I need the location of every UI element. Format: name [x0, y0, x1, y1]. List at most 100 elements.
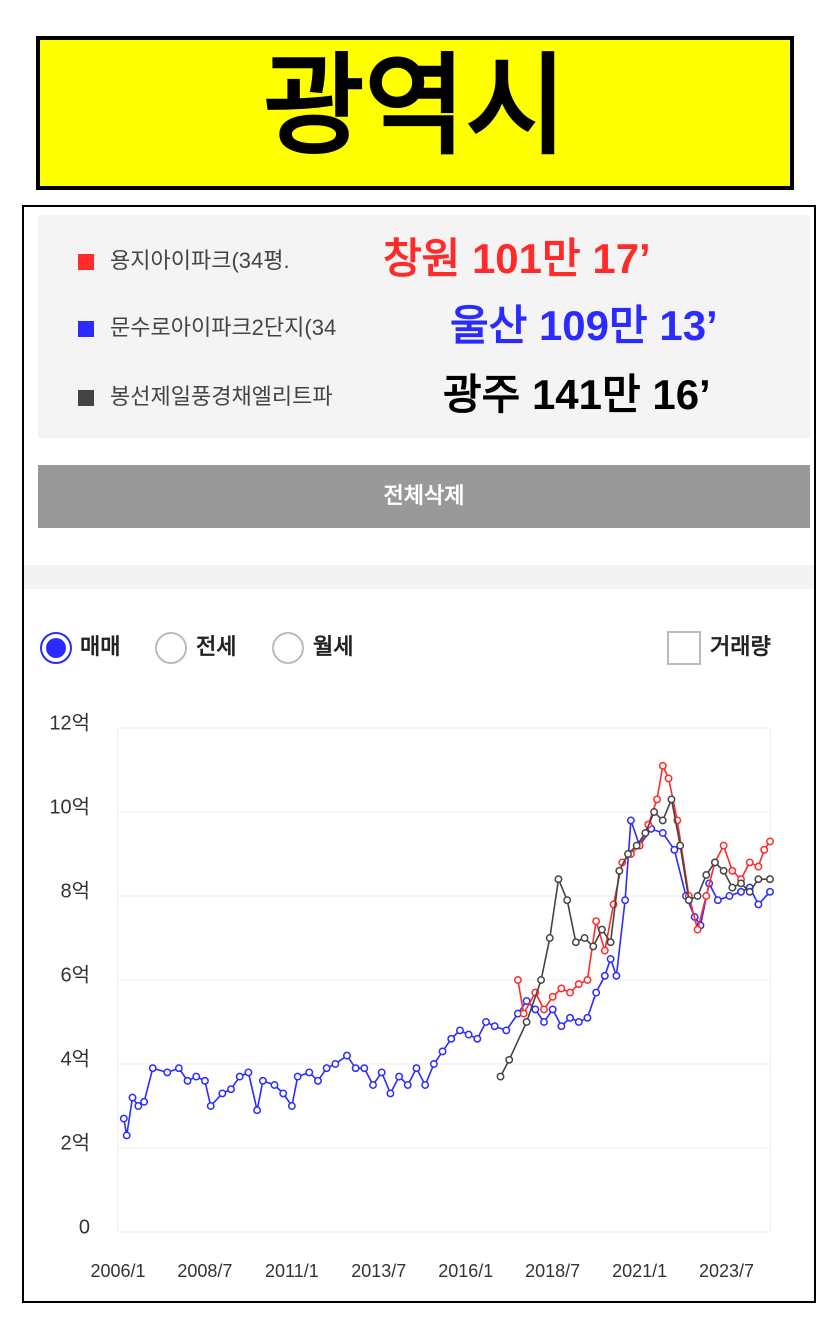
data-point — [429, 1060, 438, 1068]
data-point — [540, 1005, 548, 1014]
data-point — [563, 896, 572, 905]
data-point — [227, 1085, 235, 1094]
data-point — [270, 1081, 279, 1089]
data-point — [754, 900, 763, 909]
data-point — [745, 887, 754, 896]
x-tick-label: 2013/7 — [351, 1261, 406, 1281]
data-point — [128, 1093, 137, 1102]
data-point — [624, 850, 632, 858]
data-point — [192, 1072, 201, 1081]
data-point — [658, 816, 667, 825]
x-tick-label: 2021/1 — [612, 1261, 667, 1281]
data-point — [531, 1005, 540, 1014]
data-point — [258, 1076, 267, 1085]
data-point — [574, 1018, 583, 1026]
data-point — [632, 841, 641, 850]
data-point — [693, 925, 702, 934]
y-tick-label: 6억 — [60, 963, 90, 986]
checkbox-label[interactable]: 거래량 — [710, 634, 771, 659]
data-point — [554, 875, 563, 884]
data-point — [119, 1114, 128, 1123]
data-point — [557, 1022, 566, 1031]
data-point — [664, 774, 673, 783]
data-point — [369, 1081, 377, 1089]
data-point — [455, 1026, 464, 1035]
data-point — [621, 896, 630, 905]
data-point — [360, 1064, 369, 1073]
data-point — [702, 892, 711, 900]
delete-all-button[interactable] — [38, 465, 810, 528]
data-point — [713, 896, 722, 905]
data-point — [725, 892, 734, 900]
data-point — [244, 1068, 253, 1077]
data-point — [537, 976, 546, 984]
data-point — [667, 795, 676, 804]
button-label[interactable]: 전체삭제 — [384, 483, 465, 508]
data-point — [287, 1102, 296, 1110]
data-point — [412, 1064, 421, 1073]
data-point — [183, 1076, 192, 1085]
data-point — [580, 934, 589, 942]
data-point — [583, 976, 592, 984]
data-point — [519, 1009, 528, 1018]
data-point — [566, 1013, 575, 1022]
x-tick-label: 2011/1 — [265, 1261, 319, 1281]
separator — [24, 565, 814, 589]
data-point — [235, 1072, 244, 1081]
data-point — [589, 942, 598, 951]
legend-marker — [78, 321, 94, 337]
data-point — [766, 837, 774, 846]
radio[interactable] — [272, 632, 304, 664]
data-point — [615, 866, 624, 875]
data-point — [754, 875, 763, 884]
data-point — [502, 1026, 511, 1035]
data-point — [600, 971, 609, 980]
data-point — [766, 887, 774, 896]
radio[interactable] — [155, 632, 187, 664]
data-point — [545, 934, 554, 942]
data-point — [606, 955, 615, 963]
data-point — [377, 1068, 386, 1077]
data-point — [592, 917, 601, 926]
data-point — [403, 1081, 412, 1089]
legend-label: 봉선제일풍경채엘리트파 — [110, 384, 333, 409]
y-tick-label: 8억 — [60, 879, 90, 902]
data-point — [522, 1018, 531, 1026]
x-tick-label: 2023/7 — [699, 1261, 754, 1281]
data-point — [174, 1064, 183, 1073]
data-point — [421, 1081, 430, 1089]
radio-label[interactable]: 전세 — [196, 634, 236, 659]
data-point — [496, 1072, 505, 1081]
data-point — [606, 938, 615, 947]
data-point — [583, 1013, 592, 1022]
data-point — [490, 1022, 499, 1031]
data-point — [148, 1064, 157, 1073]
data-point — [505, 1055, 514, 1064]
checkbox[interactable] — [667, 631, 701, 665]
y-tick-label: 0 — [79, 1216, 90, 1238]
data-point — [447, 1034, 456, 1043]
x-tick-label: 2018/7 — [525, 1261, 580, 1281]
data-point — [641, 829, 650, 837]
data-point — [728, 883, 737, 892]
data-point — [626, 816, 635, 825]
data-point — [200, 1076, 209, 1085]
data-point — [684, 896, 693, 905]
data-point — [574, 980, 583, 989]
radio-label[interactable]: 월세 — [313, 634, 353, 659]
data-point — [513, 976, 522, 984]
data-point — [766, 875, 774, 884]
data-point — [592, 988, 601, 997]
annotation: 광주 141만 16’ — [443, 371, 711, 418]
radio-dot — [46, 638, 66, 658]
radio-label[interactable]: 매매 — [80, 634, 120, 659]
data-point — [313, 1076, 322, 1085]
y-tick-label: 10억 — [49, 795, 90, 818]
x-tick-label: 2008/7 — [177, 1261, 232, 1281]
data-point — [163, 1068, 172, 1077]
y-tick-label: 2억 — [60, 1131, 90, 1154]
annotation: 울산 109만 13’ — [450, 302, 718, 349]
data-point — [540, 1018, 548, 1026]
data-point — [134, 1102, 143, 1110]
legend-marker — [78, 390, 94, 406]
